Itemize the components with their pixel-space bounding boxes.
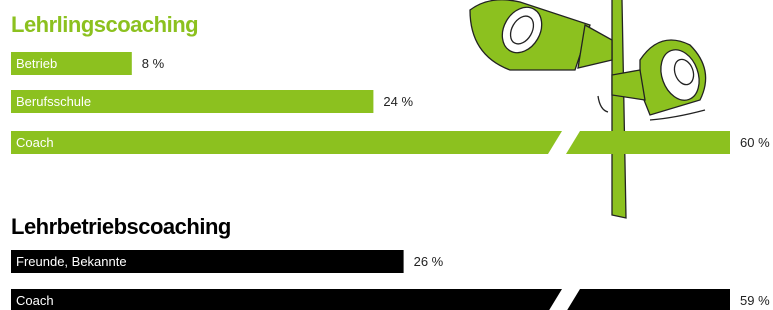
value-label: 24 %	[383, 94, 413, 109]
chart-title: Lehrbetriebscoaching	[11, 214, 231, 239]
value-label: 59 %	[740, 293, 770, 308]
value-label: 8 %	[142, 56, 165, 71]
chart: Lehrlingscoaching Betrieb 8 % Berufsschule 2…	[0, 0, 773, 310]
category-label: Freunde, Bekannte	[16, 254, 127, 269]
value-label: 60 %	[740, 135, 770, 150]
category-label: Coach	[16, 293, 54, 308]
category-label: Berufsschule	[16, 94, 91, 109]
category-label: Coach	[16, 135, 54, 150]
category-label: Betrieb	[16, 56, 57, 71]
bar	[11, 289, 730, 310]
megaphone-illustration	[470, 0, 706, 218]
bar	[11, 131, 730, 154]
value-label: 26 %	[414, 254, 444, 269]
chart-title: Lehrlingscoaching	[11, 12, 198, 37]
